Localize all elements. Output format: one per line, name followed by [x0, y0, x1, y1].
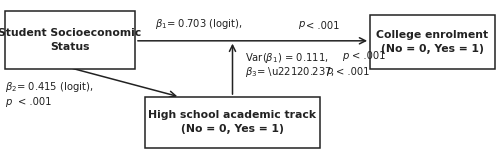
- Text: $p$: $p$: [342, 51, 350, 63]
- Text: < .001: < .001: [352, 51, 385, 61]
- Text: $p$: $p$: [326, 66, 334, 78]
- Text: $p$: $p$: [5, 97, 13, 109]
- Text: Student Socioeconomic
Status: Student Socioeconomic Status: [0, 28, 142, 52]
- Text: $\beta_1$= 0.703 (logit),: $\beta_1$= 0.703 (logit),: [155, 17, 244, 31]
- FancyBboxPatch shape: [145, 97, 320, 148]
- Text: High school academic track
(No = 0, Yes = 1): High school academic track (No = 0, Yes …: [148, 110, 316, 134]
- Text: < .001: < .001: [336, 67, 369, 77]
- Text: $\beta_2$= 0.415 (logit),: $\beta_2$= 0.415 (logit),: [5, 80, 94, 94]
- Text: < .001: < .001: [306, 21, 340, 31]
- Text: College enrolment
(No = 0, Yes = 1): College enrolment (No = 0, Yes = 1): [376, 30, 488, 54]
- Text: $\beta_3$= \u22120.237,: $\beta_3$= \u22120.237,: [245, 65, 336, 79]
- FancyBboxPatch shape: [370, 15, 495, 69]
- Text: Var($\beta_1$) = 0.111,: Var($\beta_1$) = 0.111,: [245, 51, 330, 65]
- FancyBboxPatch shape: [5, 11, 135, 69]
- Text: < .001: < .001: [18, 97, 52, 107]
- Text: $p$: $p$: [298, 19, 306, 31]
